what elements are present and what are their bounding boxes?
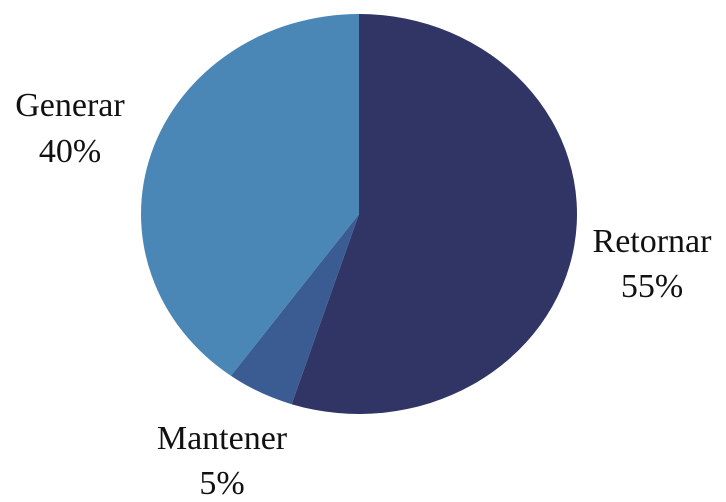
label-mantener: Mantener 5% — [157, 420, 288, 502]
slice-label-mantener: Mantener — [157, 420, 288, 457]
pie-slice-generar — [141, 14, 359, 376]
slice-value-generar: 40% — [39, 133, 101, 170]
slice-value-retornar: 55% — [621, 268, 683, 305]
pie-slices — [141, 14, 578, 414]
pie-slice-retornar — [291, 14, 578, 414]
slice-label-retornar: Retornar — [593, 223, 713, 260]
label-retornar: Retornar 55% — [593, 223, 713, 305]
pie-slice-mantener — [230, 214, 359, 405]
slice-label-generar: Generar — [15, 87, 125, 124]
label-generar: Generar 40% — [15, 87, 125, 170]
slice-value-mantener: 5% — [199, 465, 244, 502]
